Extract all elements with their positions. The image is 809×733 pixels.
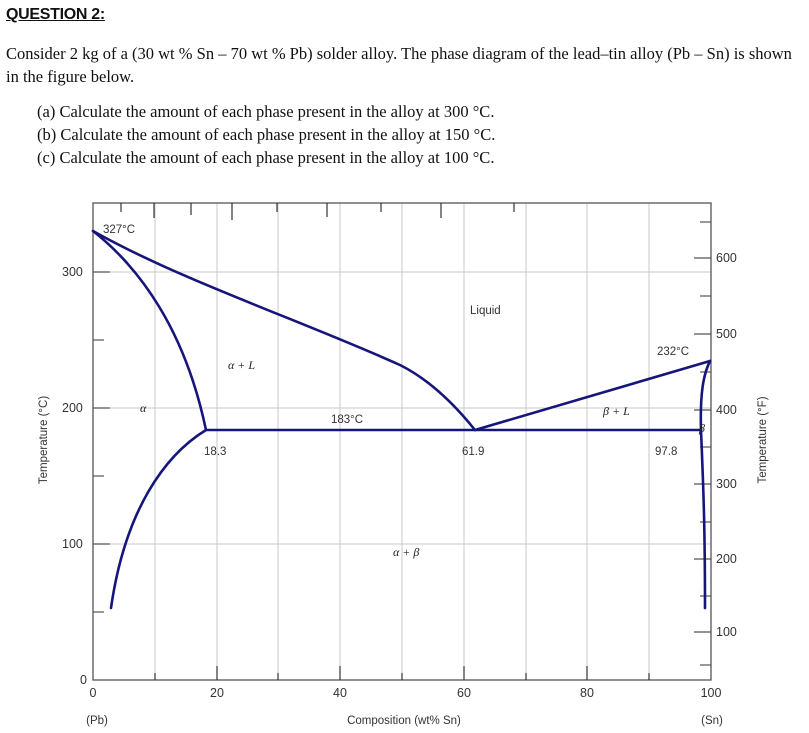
phase-boundaries — [91, 229, 712, 610]
x-axis-ticks — [154, 666, 650, 680]
y2-tick-500: 500 — [716, 327, 737, 341]
y2-tick-400: 400 — [716, 403, 737, 417]
top-axis-ticks — [120, 203, 515, 220]
x-tick-0: 0 — [90, 686, 97, 700]
y-axis-ticks — [93, 271, 110, 613]
solvus-beta-line — [699, 428, 707, 610]
beta-max-label: 97.8 — [655, 446, 677, 458]
region-beta-liquid: β + L — [602, 404, 630, 418]
y2-tick-600: 600 — [716, 251, 737, 265]
solidus-alpha-line — [91, 229, 208, 432]
solidus-beta-line — [699, 359, 712, 432]
region-alpha-beta: α + β — [393, 545, 419, 559]
y-tick-100: 100 — [62, 537, 83, 551]
question-part-a: (a) Calculate the amount of each phase p… — [37, 102, 495, 121]
eutectic-comp-label: 61.9 — [462, 446, 484, 458]
x-axis-title: Composition (wt% Sn) — [347, 715, 461, 727]
region-beta: β — [698, 421, 705, 435]
liquidus-sn-line — [473, 359, 712, 432]
alpha-max-label: 18.3 — [204, 446, 226, 458]
x-tick-80: 80 — [580, 686, 594, 700]
x-end-label-sn: (Sn) — [701, 715, 723, 727]
sn-melting-label: 232°C — [657, 346, 689, 358]
question-part-c: (c) Calculate the amount of each phase p… — [37, 148, 495, 167]
solvus-alpha-line — [109, 428, 208, 610]
question-title: QUESTION 2: — [6, 6, 105, 23]
region-liquid: Liquid — [470, 305, 501, 317]
x-end-label-pb: (Pb) — [86, 715, 108, 727]
region-alpha: α — [140, 401, 147, 415]
region-alpha-liquid: α + L — [228, 358, 255, 372]
question-part-b: (b) Calculate the amount of each phase p… — [37, 125, 496, 144]
pb-melting-label: 327°C — [103, 224, 135, 236]
y2-axis-title: Temperature (°F) — [757, 396, 769, 483]
y-tick-200: 200 — [62, 401, 83, 415]
x-tick-40: 40 — [333, 686, 347, 700]
question-parts: (a) Calculate the amount of each phase p… — [37, 100, 495, 169]
y-axis-title: Temperature (°C) — [38, 396, 50, 484]
y2-tick-300: 300 — [716, 477, 737, 491]
y-tick-0: 0 — [80, 673, 87, 687]
eutectic-temp-label: 183°C — [331, 414, 363, 426]
grid-horizontal — [93, 271, 711, 545]
question-body: Consider 2 kg of a (30 wt % Sn – 70 wt %… — [6, 44, 792, 86]
x-tick-100: 100 — [701, 686, 722, 700]
x-tick-20: 20 — [210, 686, 224, 700]
y2-axis-ticks — [694, 221, 711, 666]
y2-tick-200: 200 — [716, 552, 737, 566]
y-tick-300: 300 — [62, 265, 83, 279]
y2-tick-100: 100 — [716, 625, 737, 639]
grid-vertical — [154, 203, 650, 680]
liquidus-pb-line — [91, 229, 477, 432]
x-tick-60: 60 — [457, 686, 471, 700]
